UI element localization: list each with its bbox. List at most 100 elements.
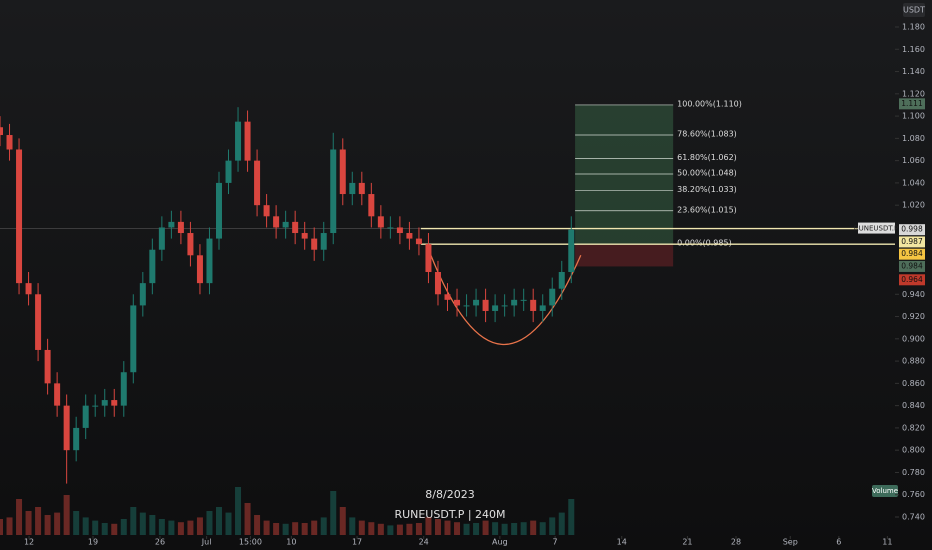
y-tick-label: 0.920 [902, 312, 925, 321]
volume-bar [139, 512, 146, 535]
price-badge [899, 224, 925, 236]
volume-bar [311, 520, 318, 535]
symbol-label: RUNEUSDT.P | 240M [394, 508, 505, 521]
volume-bar [568, 499, 575, 535]
date-label: 8/8/2023 [425, 488, 474, 501]
volume-bar [387, 525, 394, 535]
fib-label: 0.00%(0.985) [677, 239, 732, 248]
fib-label: 38.20%(1.033) [677, 185, 737, 194]
candle-body [254, 160, 261, 206]
volume-bar [215, 507, 222, 535]
candle-body [320, 233, 327, 250]
candle-body [520, 299, 527, 301]
x-tick-label: Sep [783, 538, 798, 547]
candle-body [444, 294, 451, 300]
volume-bar [425, 517, 432, 535]
candle-body [434, 272, 441, 295]
fib-label: 50.00%(1.048) [677, 169, 737, 178]
volume-bar [377, 523, 384, 535]
volume-bar [168, 520, 175, 535]
volume-bar [520, 522, 527, 535]
candle-body [6, 135, 13, 150]
candle-body [349, 182, 356, 195]
volume-bar [530, 520, 537, 535]
volume-bar [225, 512, 232, 535]
volume-bar [349, 517, 356, 535]
candle-body [149, 249, 156, 284]
candle-body [377, 216, 384, 228]
candle-body [63, 405, 70, 451]
price-label: 1.111 [901, 99, 923, 108]
price-label: 0.984 [901, 261, 923, 270]
volume-bar [235, 487, 242, 535]
candle-body [425, 244, 432, 272]
fib-label: 61.80%(1.062) [677, 153, 737, 162]
volume-bar [177, 522, 184, 535]
volume-bar [330, 491, 337, 535]
candle-body [130, 305, 137, 373]
candle-body [301, 233, 308, 239]
candle-body [492, 305, 499, 311]
candle-body [387, 227, 394, 229]
price-label: 0.984 [901, 249, 923, 258]
volume-bar [320, 517, 327, 535]
volume-bar [292, 522, 299, 535]
volume-bar [196, 517, 203, 535]
level-label: RUNEUSDT.P [854, 225, 899, 233]
y-tick-label: 1.120 [902, 89, 925, 98]
candle-body [330, 149, 337, 234]
y-tick-label: 0.940 [902, 290, 925, 299]
candle-body [215, 182, 222, 239]
y-tick-label: 1.160 [902, 45, 925, 54]
y-tick-label: 1.060 [902, 156, 925, 165]
y-tick-label: 0.740 [902, 513, 925, 522]
candle-body [530, 299, 537, 311]
volume-bar [35, 507, 42, 535]
y-tick-label: 0.800 [902, 446, 925, 455]
x-tick-label: 7 [553, 538, 558, 547]
x-tick-label: 14 [617, 538, 627, 547]
y-tick-label: 0.840 [902, 401, 925, 410]
y-tick-label: 0.760 [902, 490, 925, 499]
candle-body [139, 283, 146, 306]
volume-bar [539, 522, 546, 535]
fib-label: 78.60%(1.083) [677, 130, 737, 139]
price-label: 0.964 [901, 275, 923, 284]
candle-body [168, 221, 175, 228]
x-tick-label: 21 [682, 538, 692, 547]
volume-bar [339, 507, 346, 535]
x-tick-label: 17 [352, 538, 362, 547]
x-tick-label: Aug [492, 538, 508, 547]
candle-body [206, 238, 213, 284]
volume-bar [301, 523, 308, 535]
volume-label: Volume [872, 487, 898, 495]
candle-body [263, 205, 270, 217]
x-tick-label: 12 [24, 538, 34, 547]
candle-body [196, 255, 203, 284]
volume-bar [25, 511, 32, 535]
volume-bar [501, 523, 508, 535]
candle-body [539, 305, 546, 311]
candle-body [406, 233, 413, 239]
volume-bar [263, 520, 270, 535]
volume-bar [149, 515, 156, 535]
candle-body [35, 294, 42, 350]
volume-bar [73, 511, 80, 535]
volume-bar [368, 522, 375, 535]
candle-body [282, 221, 289, 228]
y-tick-label: 1.020 [902, 201, 925, 210]
x-tick-label: 24 [419, 538, 429, 547]
fib-label: 100.00%(1.110) [677, 99, 742, 108]
candle-body [82, 405, 89, 428]
volume-bar [396, 524, 403, 535]
price-badge [899, 260, 925, 272]
y-tick-label: 1.180 [902, 23, 925, 32]
fib-label: 23.60%(1.015) [677, 205, 737, 214]
level-badge [858, 222, 895, 234]
volume-bar [434, 519, 441, 535]
y-tick-label: 1.140 [902, 67, 925, 76]
y-tick-label: 1.040 [902, 178, 925, 187]
candle-body [463, 305, 470, 307]
volume-bar [254, 515, 261, 535]
candle-body [92, 405, 99, 407]
